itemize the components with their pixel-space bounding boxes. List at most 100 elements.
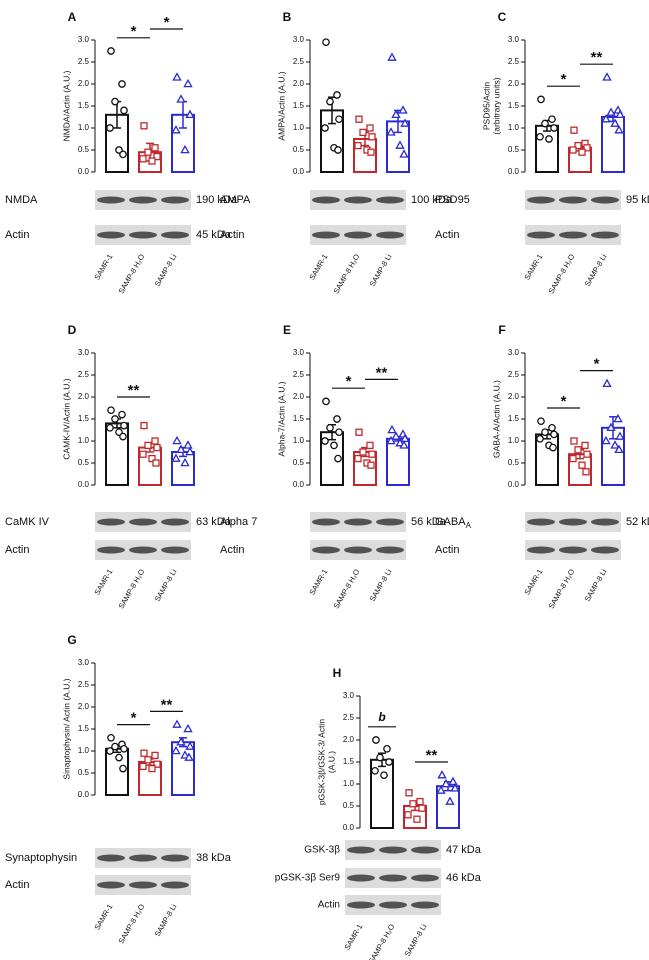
significance-label: * <box>346 373 352 390</box>
y-tick-label: 0.5 <box>78 145 90 154</box>
data-point <box>436 785 446 794</box>
x-category-label: SAMP-8 H₂O <box>117 902 147 945</box>
data-point <box>152 459 160 467</box>
y-tick-label: 2.0 <box>508 392 520 401</box>
y-axis-label: Sinaptophysin/ Actin (A.U.) <box>61 678 71 779</box>
data-point <box>537 417 545 426</box>
blot-band <box>312 231 340 239</box>
data-point <box>437 770 447 779</box>
data-point <box>171 745 181 755</box>
blot-band <box>312 546 340 554</box>
blot-label: Actin <box>435 229 459 241</box>
x-category-label: SAMP-8 Li <box>368 252 394 288</box>
significance-label: ** <box>426 747 438 764</box>
data-point <box>153 760 161 768</box>
data-point <box>570 437 578 445</box>
data-point <box>386 435 396 445</box>
data-point <box>581 441 589 450</box>
data-point <box>367 148 375 156</box>
data-point <box>172 435 182 445</box>
data-point <box>144 148 152 156</box>
y-axis-label: AMPA/Actin (A.U.) <box>276 71 286 140</box>
blot-band <box>379 901 407 909</box>
blot-band <box>411 874 439 882</box>
data-point <box>120 106 128 115</box>
data-point <box>119 432 127 441</box>
data-point <box>366 441 374 450</box>
y-tick-label: 1.0 <box>293 123 305 132</box>
blot-band <box>559 231 587 239</box>
data-point <box>610 440 620 449</box>
data-point <box>326 97 334 106</box>
blot-band <box>97 196 125 204</box>
data-point <box>614 125 624 134</box>
data-point <box>333 415 341 423</box>
data-point <box>119 764 127 773</box>
blot-label: Actin <box>5 229 29 241</box>
y-tick-label: 2.0 <box>293 392 305 401</box>
data-point <box>569 454 577 463</box>
blot-label: Alpha 7 <box>220 516 257 528</box>
data-point <box>602 72 612 81</box>
panel-label: C <box>498 10 507 24</box>
data-point <box>398 105 408 114</box>
x-category-label: SAMP-8 H₂O <box>117 567 147 610</box>
y-tick-label: 1.0 <box>78 123 90 132</box>
data-point <box>118 410 126 419</box>
blot-band <box>161 881 189 889</box>
data-point <box>448 776 458 786</box>
data-point <box>106 124 114 132</box>
x-category-label: SAMR-1 <box>92 252 114 281</box>
data-point <box>183 723 193 733</box>
data-point <box>578 461 586 469</box>
y-tick-label: 1.0 <box>508 436 520 445</box>
blot-band <box>527 231 555 239</box>
data-point <box>399 149 409 158</box>
blot-band <box>129 854 157 862</box>
data-point <box>385 758 393 766</box>
blot-band <box>97 881 125 889</box>
x-category-label: SAMP-8 Li <box>403 922 429 958</box>
data-point <box>548 423 556 432</box>
blot-band <box>97 518 125 526</box>
data-point <box>606 107 616 116</box>
data-point <box>151 437 159 445</box>
y-tick-label: 1.0 <box>293 436 305 445</box>
y-axis-label: PSD95/Actin <box>481 82 491 130</box>
blot-band <box>559 196 587 204</box>
blot-band <box>376 518 404 526</box>
panel-label: A <box>68 10 77 24</box>
blot-band <box>344 518 372 526</box>
data-point <box>335 428 343 437</box>
data-point <box>537 95 545 104</box>
y-tick-label: 2.5 <box>293 370 305 379</box>
blot-band <box>129 518 157 526</box>
y-tick-label: 2.5 <box>78 680 90 689</box>
data-point <box>120 421 128 430</box>
y-axis-label: (A.U.) <box>326 751 336 773</box>
data-point <box>139 155 147 163</box>
x-category-label: SAMP-8 H₂O <box>332 567 362 610</box>
data-point <box>185 109 195 119</box>
y-tick-label: 1.5 <box>293 414 305 423</box>
data-point <box>615 431 625 440</box>
data-point <box>326 423 334 432</box>
panel-label: D <box>68 323 77 337</box>
y-tick-label: 3.0 <box>508 35 520 44</box>
blot-band <box>379 846 407 854</box>
data-point <box>366 124 374 132</box>
x-category-label: SAMR-1 <box>92 902 114 931</box>
data-point <box>367 461 375 469</box>
x-category-label: SAMP-8 Li <box>153 567 179 603</box>
data-point <box>180 457 190 467</box>
y-axis-label: NMDA/Actin (A.U.) <box>61 70 71 141</box>
bar <box>535 124 559 174</box>
y-tick-label: 0.5 <box>293 458 305 467</box>
y-tick-label: 0.5 <box>343 801 355 810</box>
blot-band <box>161 231 189 239</box>
data-point <box>602 378 612 388</box>
data-point <box>119 150 127 159</box>
blot-band <box>591 196 619 204</box>
significance-label: * <box>561 71 567 88</box>
